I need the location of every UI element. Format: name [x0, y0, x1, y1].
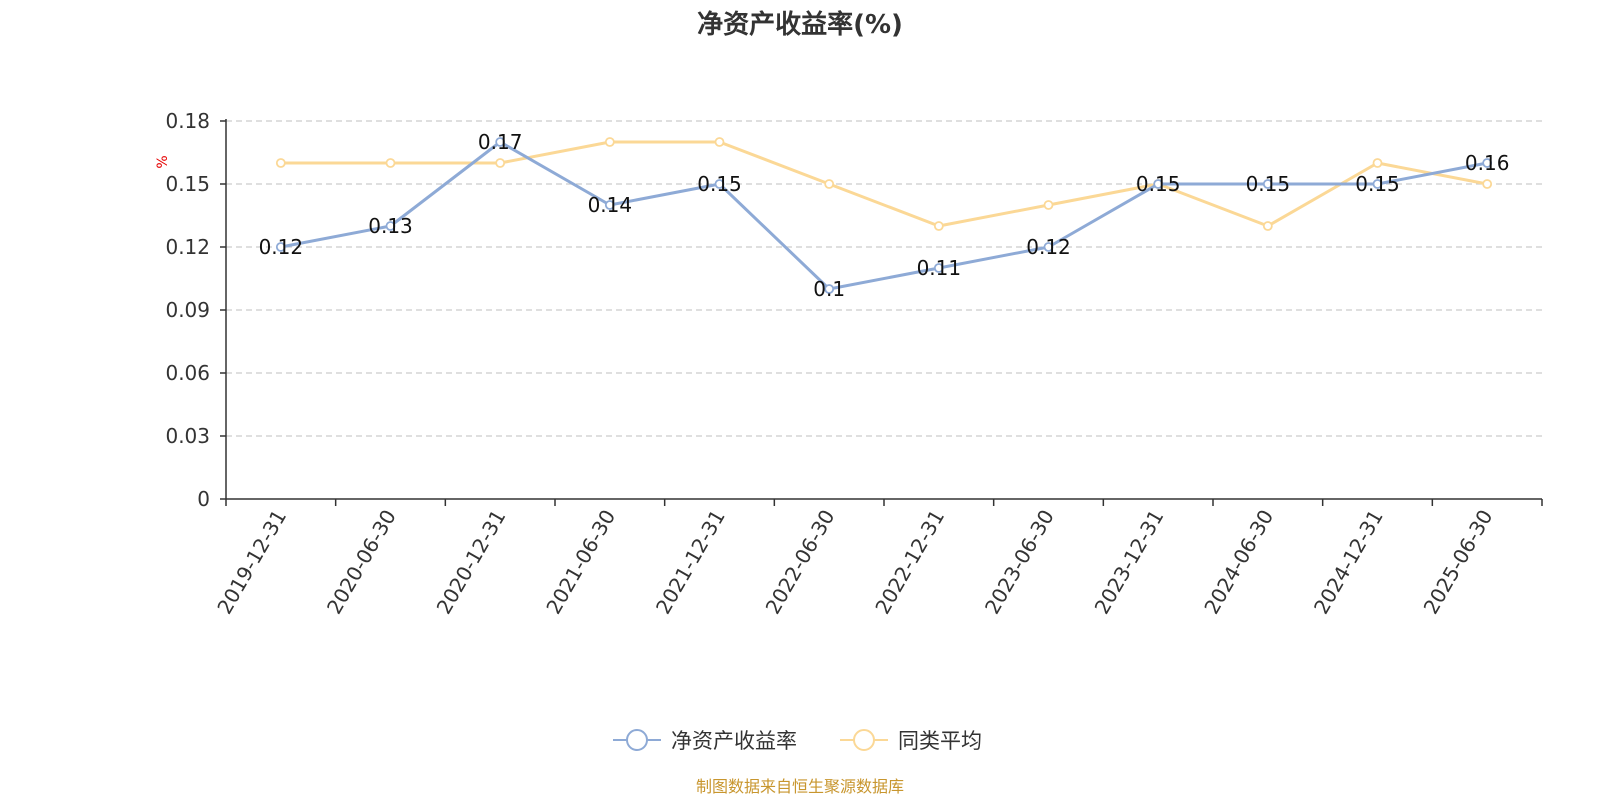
data-label: 0.11 — [917, 256, 962, 280]
data-label: 0.12 — [1026, 235, 1071, 259]
data-label: 0.15 — [1355, 172, 1400, 196]
data-label: 0.16 — [1465, 151, 1510, 175]
data-point — [824, 284, 835, 294]
x-tick-label: 2022-12-31 — [870, 506, 949, 619]
data-point — [275, 158, 286, 168]
data-point — [1262, 179, 1273, 189]
data-point — [275, 242, 286, 252]
data-point — [933, 263, 944, 273]
data-point — [714, 179, 725, 189]
x-tick-label: 2022-06-30 — [761, 506, 840, 619]
data-label: 0.12 — [259, 235, 304, 259]
data-label: 0.1 — [813, 277, 845, 301]
data-point — [1262, 221, 1273, 231]
series-line-0 — [280, 140, 1488, 291]
y-tick-label: 0.03 — [165, 424, 210, 448]
data-point — [714, 137, 725, 147]
data-label: 0.14 — [588, 193, 633, 217]
legend-label: 净资产收益率 — [671, 729, 797, 753]
x-tick-label: 2021-12-31 — [651, 506, 730, 619]
series-line-1 — [280, 140, 1488, 228]
legend-item-1[interactable]: 同类平均 — [840, 729, 982, 753]
y-tick-label: 0.18 — [165, 109, 210, 133]
chart-title: 净资产收益率(%) — [697, 9, 903, 40]
legend-label: 同类平均 — [898, 729, 982, 753]
x-tick-label: 2021-06-30 — [541, 506, 620, 619]
data-point — [1043, 242, 1054, 252]
data-label: 0.15 — [697, 172, 742, 196]
data-label: 0.13 — [368, 214, 413, 238]
data-point — [1043, 200, 1054, 210]
y-tick-label: 0.15 — [165, 172, 210, 196]
data-point — [1372, 158, 1383, 168]
legend-marker — [853, 729, 875, 751]
x-tick-label: 2024-06-30 — [1199, 506, 1278, 619]
data-point — [495, 158, 506, 168]
data-point — [385, 221, 396, 231]
data-point — [1482, 158, 1493, 168]
legend-marker — [626, 729, 648, 751]
y-axis-unit: % — [155, 155, 171, 168]
legend[interactable]: 净资产收益率 同类平均 — [613, 729, 982, 753]
series-group — [275, 137, 1493, 294]
data-point — [933, 221, 944, 231]
data-point — [1372, 179, 1383, 189]
data-point — [1482, 179, 1493, 189]
y-tick-label: 0 — [197, 487, 210, 511]
data-point — [385, 158, 396, 168]
x-tick-label: 2023-06-30 — [980, 506, 1059, 619]
data-label: 0.17 — [478, 130, 523, 154]
x-tick-label: 2024-12-31 — [1309, 506, 1388, 619]
y-tick-label: 0.06 — [165, 361, 210, 385]
data-labels: 0.12 0.13 0.17 0.14 0.15 0.1 0.11 0.12 0.15 0.15 0… — [259, 130, 1510, 301]
y-tick-label: 0.09 — [165, 298, 210, 322]
data-point — [1153, 179, 1164, 189]
x-tick-label: 2025-06-30 — [1419, 506, 1498, 619]
x-tick-label: 2020-06-30 — [322, 506, 401, 619]
x-tick-label: 2023-12-31 — [1090, 506, 1169, 619]
data-point — [495, 137, 506, 147]
y-tick-label: 0.12 — [165, 235, 210, 259]
data-label: 0.15 — [1246, 172, 1291, 196]
legend-item-0[interactable]: 净资产收益率 — [613, 729, 797, 753]
data-point — [604, 137, 615, 147]
x-tick-label: 2020-12-31 — [432, 506, 511, 619]
x-tick-label: 2019-12-31 — [212, 506, 291, 619]
data-point — [824, 179, 835, 189]
data-point — [604, 200, 615, 210]
data-label: 0.15 — [1136, 172, 1181, 196]
source-note: 制图数据来自恒生聚源数据库 — [696, 777, 904, 796]
